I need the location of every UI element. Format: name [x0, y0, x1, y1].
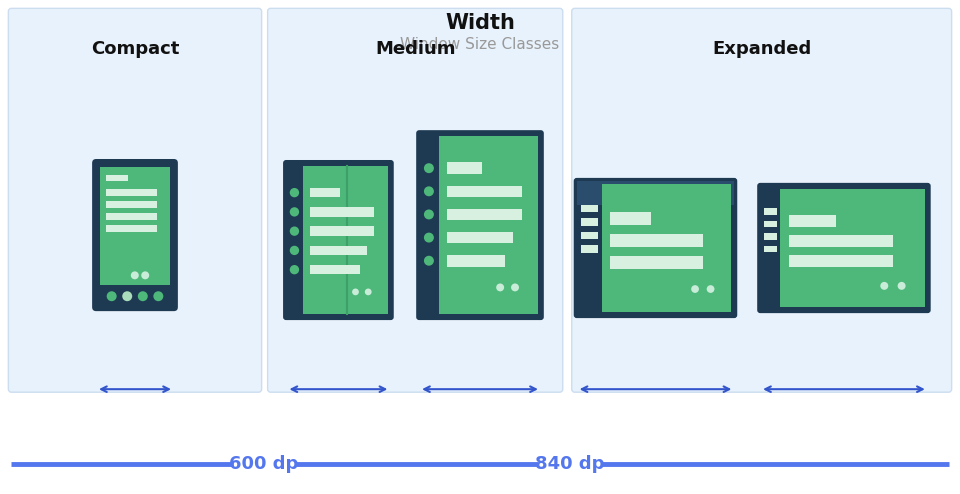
- FancyBboxPatch shape: [574, 178, 737, 318]
- Bar: [302, 166, 388, 314]
- Bar: [610, 212, 652, 225]
- Bar: [107, 213, 157, 220]
- Bar: [577, 181, 734, 205]
- FancyBboxPatch shape: [283, 160, 394, 320]
- Bar: [581, 232, 598, 239]
- FancyBboxPatch shape: [417, 130, 543, 320]
- Bar: [107, 175, 128, 181]
- Circle shape: [707, 285, 714, 293]
- Bar: [764, 246, 777, 252]
- Text: Medium: Medium: [375, 40, 455, 58]
- Bar: [446, 232, 514, 244]
- Bar: [581, 205, 598, 212]
- Text: 840 dp: 840 dp: [535, 455, 605, 473]
- Bar: [310, 246, 367, 255]
- Circle shape: [511, 284, 519, 291]
- Circle shape: [898, 282, 905, 290]
- Circle shape: [122, 291, 132, 301]
- Circle shape: [290, 188, 300, 197]
- Bar: [107, 189, 157, 196]
- Circle shape: [141, 271, 149, 279]
- Circle shape: [131, 271, 139, 279]
- Circle shape: [880, 282, 888, 290]
- Circle shape: [424, 186, 434, 196]
- Bar: [789, 235, 894, 247]
- Circle shape: [424, 233, 434, 243]
- Bar: [446, 255, 505, 266]
- FancyBboxPatch shape: [92, 159, 178, 311]
- Bar: [100, 167, 170, 285]
- Bar: [310, 265, 360, 275]
- Circle shape: [290, 265, 300, 274]
- Bar: [764, 221, 777, 227]
- FancyBboxPatch shape: [572, 8, 951, 392]
- Circle shape: [352, 288, 359, 295]
- Bar: [780, 189, 924, 307]
- FancyBboxPatch shape: [268, 8, 563, 392]
- Bar: [446, 208, 521, 220]
- Circle shape: [138, 291, 148, 301]
- Circle shape: [290, 246, 300, 255]
- Bar: [446, 186, 521, 197]
- Bar: [764, 233, 777, 240]
- Bar: [610, 256, 703, 269]
- Text: Expanded: Expanded: [712, 40, 811, 58]
- Bar: [602, 184, 732, 312]
- Text: 600 dp: 600 dp: [228, 455, 299, 473]
- Bar: [107, 201, 157, 207]
- Bar: [310, 207, 373, 217]
- Circle shape: [365, 288, 372, 295]
- Text: Width: Width: [445, 13, 515, 33]
- Circle shape: [496, 284, 504, 291]
- Circle shape: [424, 256, 434, 266]
- Circle shape: [290, 226, 300, 236]
- Bar: [310, 188, 340, 198]
- Bar: [446, 163, 482, 174]
- Text: Window Size Classes: Window Size Classes: [400, 37, 560, 52]
- Bar: [581, 246, 598, 253]
- Text: Compact: Compact: [91, 40, 180, 58]
- FancyBboxPatch shape: [9, 8, 262, 392]
- Circle shape: [107, 291, 117, 301]
- Circle shape: [290, 207, 300, 216]
- Bar: [581, 218, 598, 226]
- FancyBboxPatch shape: [757, 183, 930, 313]
- Bar: [764, 208, 777, 215]
- Bar: [789, 215, 835, 227]
- Circle shape: [154, 291, 163, 301]
- Bar: [107, 225, 157, 232]
- Bar: [310, 226, 373, 236]
- Bar: [610, 234, 703, 247]
- Circle shape: [691, 285, 699, 293]
- Bar: [439, 136, 538, 314]
- Circle shape: [424, 209, 434, 219]
- Circle shape: [424, 163, 434, 173]
- Bar: [789, 255, 894, 267]
